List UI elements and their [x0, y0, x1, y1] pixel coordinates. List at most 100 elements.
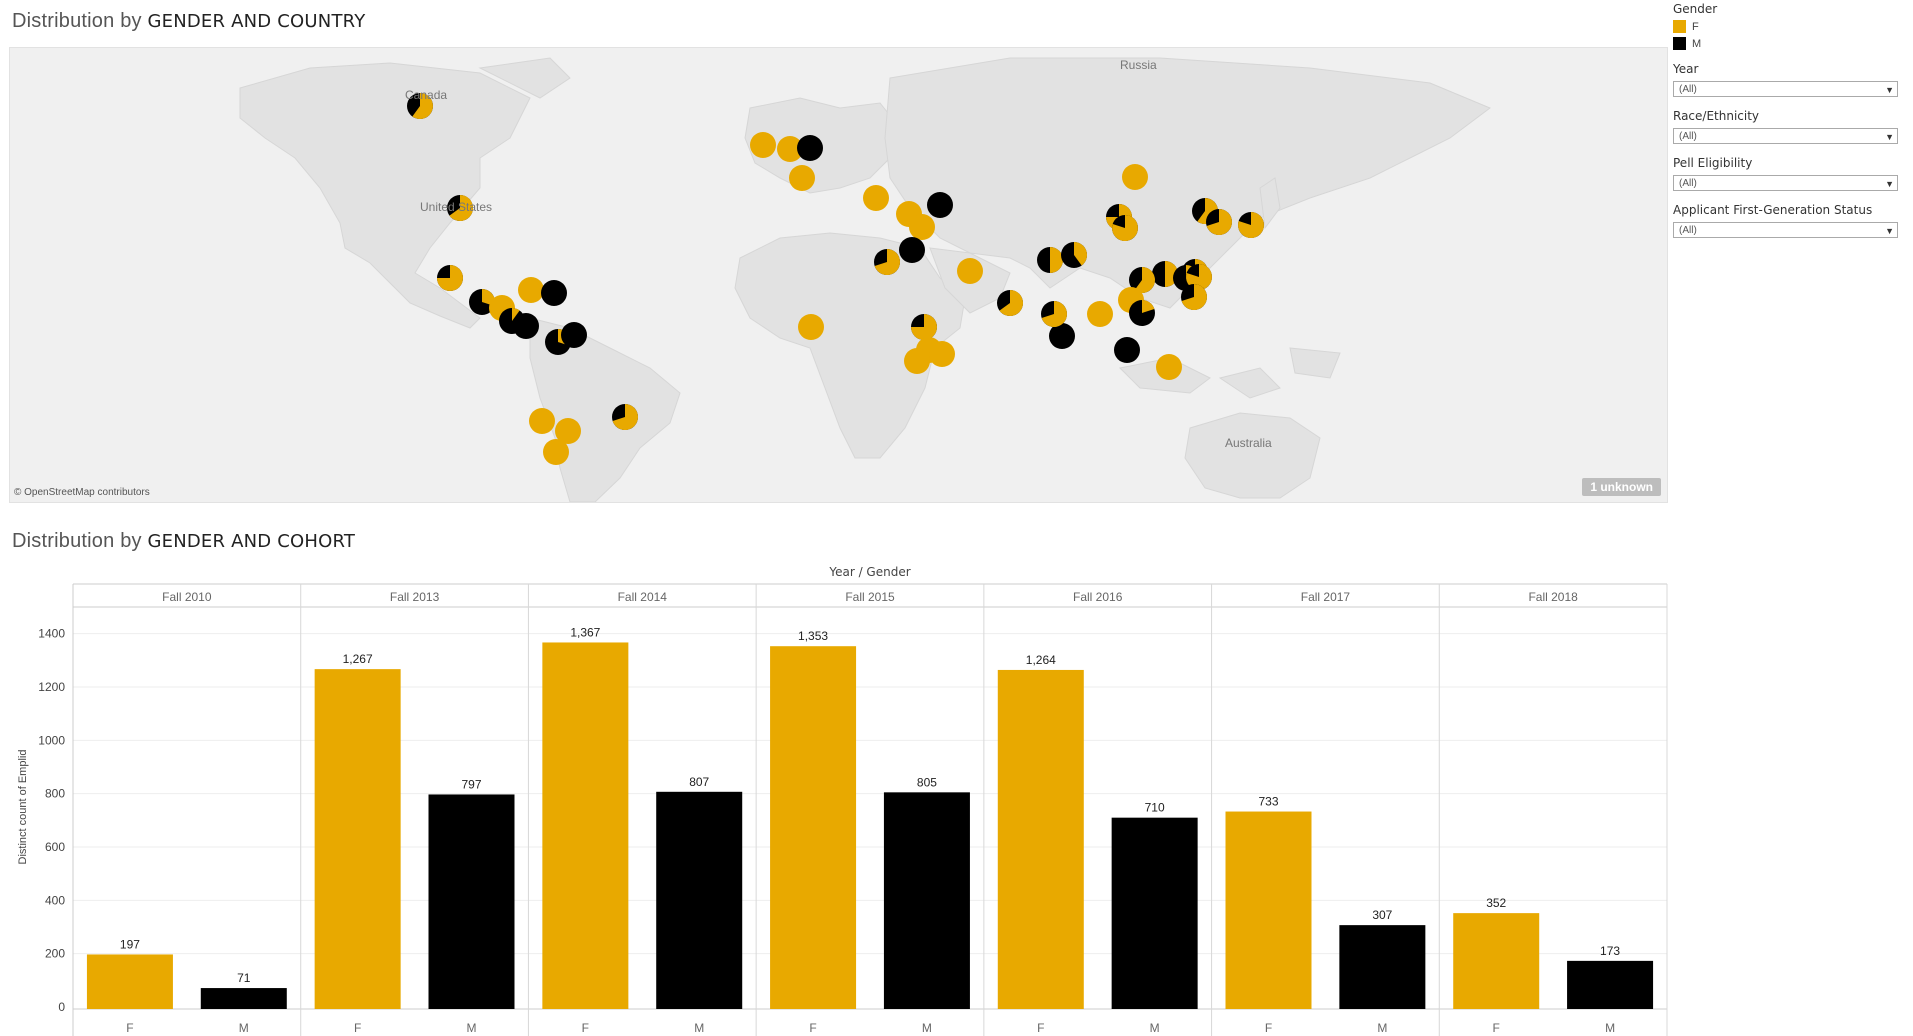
country-pie-marker[interactable] [929, 341, 955, 367]
bar-m[interactable] [656, 791, 743, 1009]
pie-slice-f[interactable] [437, 265, 463, 291]
pie-slice[interactable] [518, 277, 544, 303]
gender-pie-markers[interactable] [407, 93, 1264, 465]
country-pie-marker[interactable] [1037, 247, 1063, 273]
country-pie-marker[interactable] [1122, 164, 1148, 190]
pie-slice-f[interactable] [1237, 212, 1264, 238]
country-pie-marker[interactable] [789, 165, 815, 191]
chevron-down-icon[interactable]: ▼ [1885, 132, 1894, 142]
country-pie-marker[interactable] [1114, 337, 1140, 363]
country-pie-marker[interactable] [1186, 264, 1212, 290]
country-pie-marker[interactable] [1129, 267, 1155, 294]
pie-slice-f[interactable] [1186, 264, 1212, 290]
country-pie-marker[interactable] [904, 348, 930, 374]
bar-m[interactable] [883, 792, 970, 1009]
country-pie-marker[interactable] [1156, 354, 1182, 380]
pie-slice[interactable] [777, 136, 803, 162]
map-canvas[interactable] [10, 48, 1667, 502]
pie-slice[interactable] [929, 341, 955, 367]
pie-slice-f[interactable] [412, 93, 433, 119]
pie-slice-f[interactable] [1041, 301, 1068, 327]
chevron-down-icon[interactable]: ▼ [1885, 179, 1894, 189]
country-pie-marker[interactable] [863, 185, 889, 211]
pie-slice[interactable] [1156, 354, 1182, 380]
pie-slice[interactable] [1122, 164, 1148, 190]
country-pie-marker[interactable] [1129, 300, 1155, 326]
pie-slice[interactable] [1114, 337, 1140, 363]
pie-slice[interactable] [750, 132, 776, 158]
bar-f[interactable] [1453, 913, 1540, 1009]
legend-item-f[interactable]: F [1673, 20, 1908, 33]
country-pie-marker[interactable] [561, 322, 587, 348]
bar-f[interactable] [997, 669, 1084, 1009]
bar-m[interactable] [1567, 960, 1654, 1009]
pie-slice-f[interactable] [1142, 300, 1155, 313]
pie-slice-f[interactable] [999, 290, 1023, 317]
country-pie-marker[interactable] [612, 404, 639, 431]
unknown-locations-badge[interactable]: 1 unknown [1582, 478, 1661, 496]
pie-slice-f[interactable] [1134, 267, 1155, 294]
pie-slice[interactable] [909, 214, 935, 240]
country-pie-marker[interactable] [555, 418, 581, 444]
pie-slice-f[interactable] [911, 314, 937, 340]
country-pie-marker[interactable] [798, 314, 824, 340]
world-map[interactable]: Russia Canada United States Australia © … [9, 47, 1668, 503]
legend-item-m[interactable]: M [1673, 37, 1908, 50]
pell-eligibility-filter-dropdown[interactable]: (All) ▼ [1673, 175, 1898, 191]
bar-f[interactable] [1225, 811, 1312, 1009]
bar-m[interactable] [1111, 817, 1198, 1009]
pie-slice-f[interactable] [512, 308, 520, 321]
country-pie-marker[interactable] [909, 214, 935, 240]
country-pie-marker[interactable] [750, 132, 776, 158]
year-filter-dropdown[interactable]: (All) ▼ [1673, 81, 1898, 97]
bar-f[interactable] [542, 642, 629, 1009]
map-attribution[interactable]: © OpenStreetMap contributors [14, 487, 150, 498]
bar-f[interactable] [314, 669, 401, 1009]
country-pie-marker[interactable] [1111, 215, 1138, 242]
country-pie-marker[interactable] [1206, 209, 1232, 236]
country-pie-marker[interactable] [1049, 323, 1075, 349]
pie-slice[interactable] [529, 408, 555, 434]
country-pie-marker[interactable] [1087, 301, 1113, 327]
pie-slice-f[interactable] [612, 404, 639, 431]
race-ethnicity-filter-dropdown[interactable]: (All) ▼ [1673, 128, 1898, 144]
country-pie-marker[interactable] [1237, 212, 1264, 238]
pie-slice[interactable] [904, 348, 930, 374]
country-pie-marker[interactable] [911, 314, 937, 340]
pie-slice-f[interactable] [449, 195, 473, 221]
bar-m[interactable] [1339, 925, 1426, 1009]
bar-f[interactable] [770, 646, 857, 1009]
pie-slice[interactable] [555, 418, 581, 444]
country-pie-marker[interactable] [513, 313, 539, 339]
country-pie-marker[interactable] [518, 277, 544, 303]
pie-slice-f[interactable] [1206, 209, 1232, 236]
pie-slice[interactable] [1087, 301, 1113, 327]
bar-m[interactable] [200, 988, 287, 1009]
pie-slice[interactable] [957, 258, 983, 284]
country-pie-marker[interactable] [1181, 284, 1207, 310]
country-pie-marker[interactable] [543, 439, 569, 465]
country-pie-marker[interactable] [899, 237, 925, 263]
pie-slice-f[interactable] [1074, 242, 1088, 266]
country-pie-marker[interactable] [874, 249, 900, 276]
pie-slice[interactable] [561, 322, 587, 348]
first-generation-filter-dropdown[interactable]: (All) ▼ [1673, 222, 1898, 238]
pie-slice[interactable] [798, 314, 824, 340]
chevron-down-icon[interactable]: ▼ [1885, 85, 1894, 95]
pie-slice-f[interactable] [874, 249, 900, 276]
pie-slice-f[interactable] [1181, 284, 1207, 310]
country-pie-marker[interactable] [407, 93, 433, 119]
country-pie-marker[interactable] [447, 195, 473, 221]
country-pie-marker[interactable] [927, 192, 953, 218]
country-pie-marker[interactable] [1041, 301, 1068, 327]
pie-slice-f[interactable] [1111, 215, 1138, 242]
bar-m[interactable] [428, 794, 515, 1009]
pie-slice[interactable] [543, 439, 569, 465]
pie-slice[interactable] [513, 313, 539, 339]
country-pie-marker[interactable] [437, 265, 463, 291]
chevron-down-icon[interactable]: ▼ [1885, 226, 1894, 236]
country-pie-marker[interactable] [797, 135, 823, 161]
country-pie-marker[interactable] [541, 280, 567, 306]
pie-slice[interactable] [863, 185, 889, 211]
pie-slice[interactable] [1049, 323, 1075, 349]
